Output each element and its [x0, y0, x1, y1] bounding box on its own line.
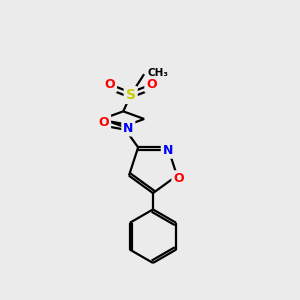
Text: O: O — [173, 172, 184, 185]
Text: O: O — [105, 78, 115, 91]
Text: CH₃: CH₃ — [148, 68, 169, 78]
Text: N: N — [163, 144, 173, 157]
Text: O: O — [146, 78, 157, 91]
Text: O: O — [99, 116, 109, 129]
Text: S: S — [126, 88, 136, 102]
Text: N: N — [123, 122, 134, 135]
